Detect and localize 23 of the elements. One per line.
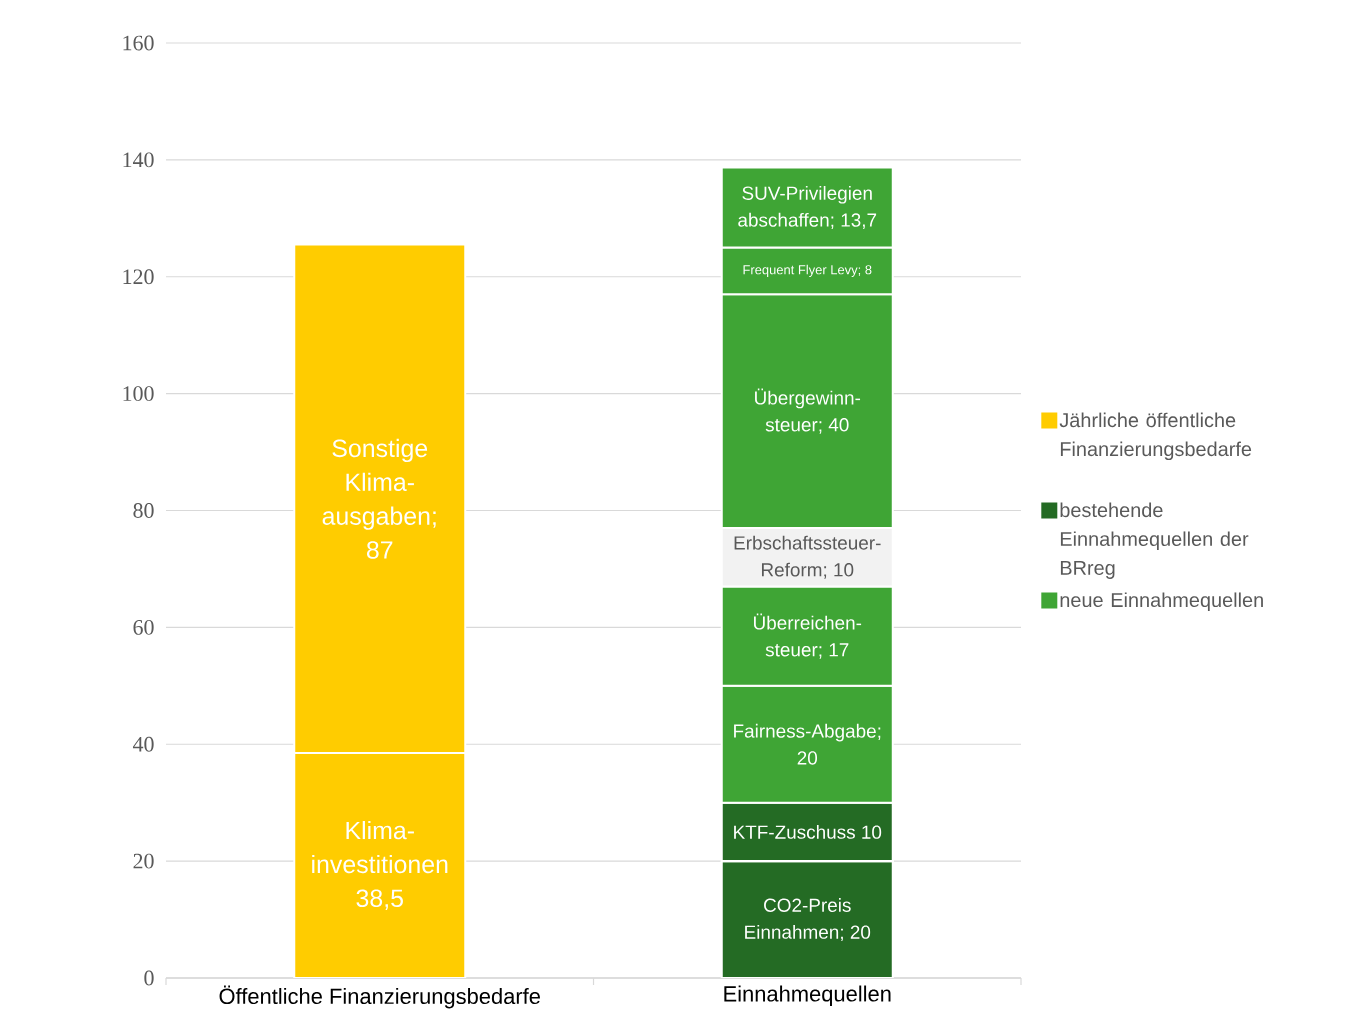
y-tick-label: 20 [133,853,154,869]
data-label: CO2-Preis Einnahmen; 20 [745,898,871,942]
data-label: Frequent Flyer Levy; 8 [743,264,872,277]
x-tick-label: Öffentliche Finanzierungsbedarfe [219,985,540,1009]
y-tick-label: 160 [123,35,154,51]
legend-label: neue Einnahmequellen [1060,592,1263,612]
y-tick-label: 140 [123,152,154,168]
data-label: Erbschaftssteuer-Reform; 10 [734,535,881,579]
legend-label: Jährliche öffentliche Finanzierungsbedarfe [1059,412,1252,461]
data-label: Sonstige Klima-ausgaben; 87 [322,438,436,559]
y-tick-label: 60 [133,619,154,635]
data-label: KTF-Zuschuss 10 [734,824,882,839]
x-tick-label: Einnahmequellen [724,985,891,1006]
data-label: Fairness-Abgabe; 20 [734,723,881,765]
y-tick-label: 100 [123,386,154,402]
data-label: SUV-Privilegien abschaffen; 13,7 [738,185,877,230]
y-tick-label: 80 [133,503,154,518]
data-label: Überreichen-steuer; 17 [754,613,862,659]
y-tick-label: 0 [144,970,154,986]
y-tick-label: 40 [132,736,154,752]
y-tick-label: 120 [123,269,154,285]
data-label: Übergewinn-steuer; 40 [755,388,861,434]
data-label: Klima-investitionen 38,5 [312,821,448,910]
